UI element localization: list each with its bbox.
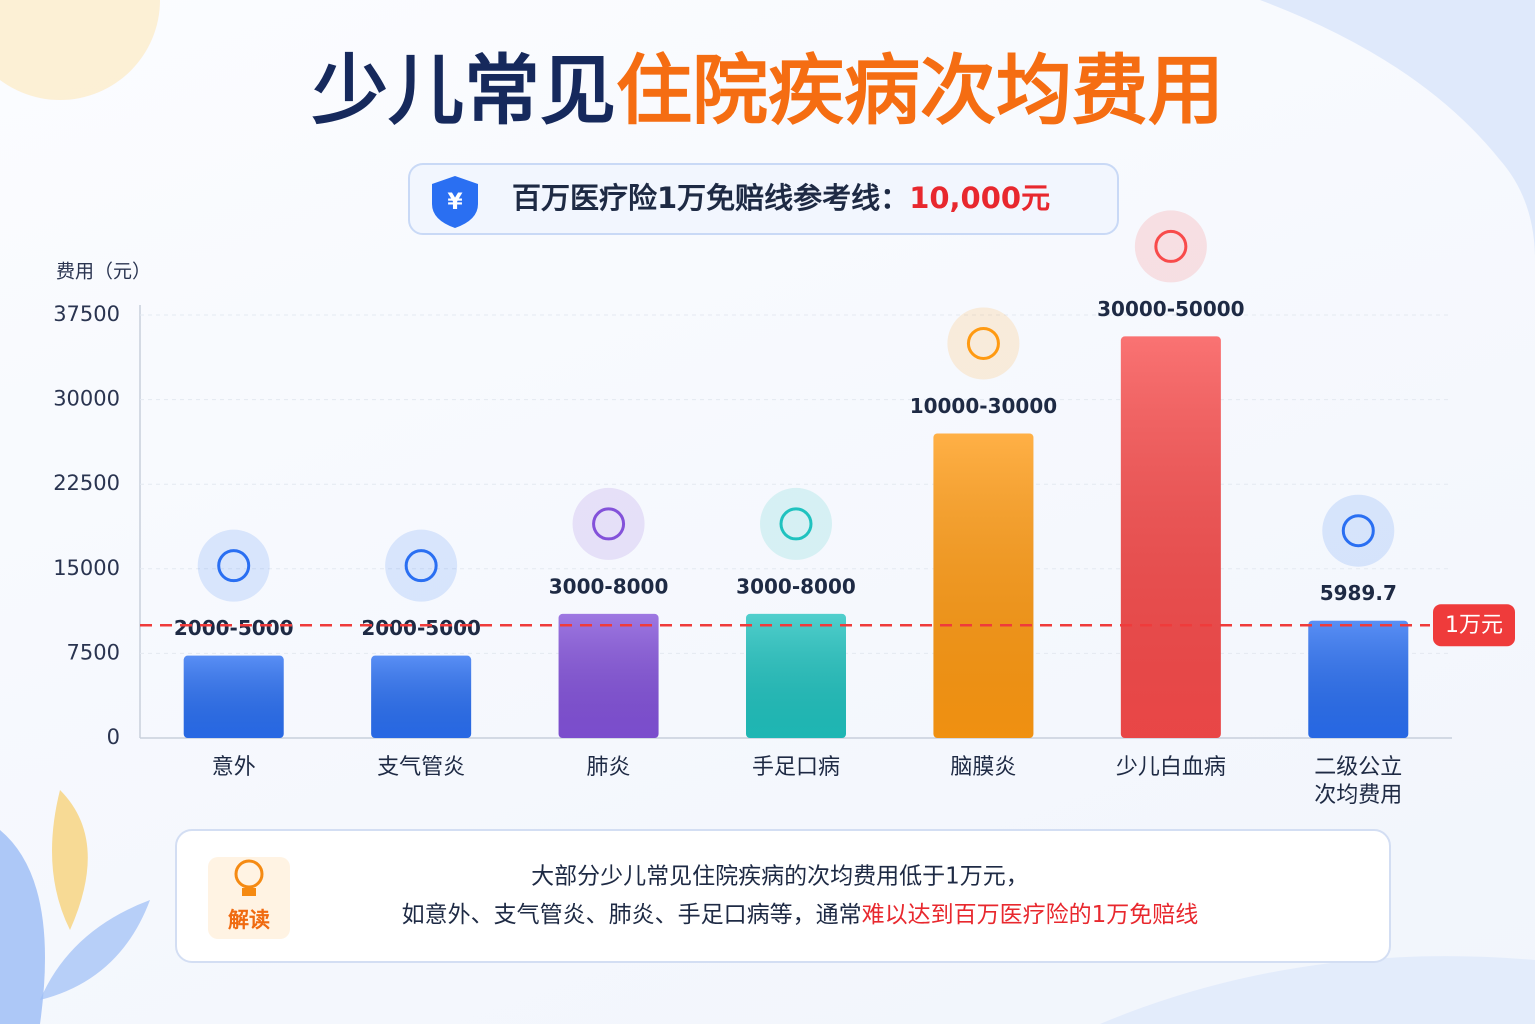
bulb-icon xyxy=(234,859,264,889)
y-tick-label: 0 xyxy=(107,725,120,749)
x-tick-label: 少儿白血病 xyxy=(1115,755,1226,780)
y-tick-label: 15000 xyxy=(53,556,120,580)
bar-label: 30000-50000 xyxy=(1097,297,1244,321)
icon xyxy=(404,549,438,583)
chart-title: 少儿常见住院疾病次均费用 xyxy=(312,46,1224,135)
note-box xyxy=(175,829,1391,963)
bar-shade xyxy=(558,613,659,738)
bar-shade xyxy=(371,655,472,738)
shield-icon xyxy=(432,176,478,228)
subtitle-badge xyxy=(408,163,1119,235)
bar-label: 2000-5000 xyxy=(174,616,294,640)
x-tick-label: 肺炎 xyxy=(586,755,631,780)
x-tick-label: 手足口病 xyxy=(751,755,840,780)
y-tick-label: 30000 xyxy=(53,387,120,411)
note-line: 大部分少儿常见住院疾病的次均费用低于1万元， xyxy=(531,864,1029,890)
y-axis-label: 费用（元） xyxy=(56,261,151,283)
title-part: 住院疾病次均费用 xyxy=(616,46,1224,135)
bar-shade xyxy=(746,613,846,738)
bar-shade xyxy=(1308,620,1409,738)
icon-glyph: ¥ xyxy=(447,190,463,215)
note-highlight: 难以达到百万医疗险的1万免赔线 xyxy=(862,902,1199,928)
icon-bg xyxy=(1134,210,1207,283)
decoration xyxy=(52,790,88,930)
subtitle: 百万医疗险1万免赔线参考线：10,000元 xyxy=(512,181,1050,215)
decoration xyxy=(40,900,150,1000)
icon xyxy=(966,326,1000,360)
icon-bg xyxy=(1322,494,1395,567)
note-badge-text: 解读 xyxy=(228,908,270,932)
subtitle-text: 百万医疗险1万免赔线参考线： xyxy=(512,181,909,215)
y-tick-label: 7500 xyxy=(67,640,120,664)
subtitle-highlight: 10,000元 xyxy=(909,181,1050,215)
note-text: 如意外、支气管炎、肺炎、手足口病等，通常 xyxy=(402,902,862,928)
x-tick-label: 支气管炎 xyxy=(377,755,466,780)
icon-bg xyxy=(197,529,270,602)
y-tick-label: 37500 xyxy=(53,302,120,326)
bar-shade xyxy=(933,433,1034,738)
icon xyxy=(592,507,626,541)
icon xyxy=(1341,514,1375,548)
decoration xyxy=(1100,956,1535,1024)
icon-bg xyxy=(947,307,1020,380)
bar-label: 2000-5000 xyxy=(361,616,481,640)
bulb-icon xyxy=(242,888,256,896)
bar-label: 3000-8000 xyxy=(549,574,669,598)
title-part: 少儿常见 xyxy=(312,46,616,135)
bar-shade xyxy=(183,655,284,738)
note-badge xyxy=(208,857,290,939)
decoration xyxy=(0,0,160,100)
icon-bg xyxy=(385,529,458,602)
bar-label: 10000-30000 xyxy=(910,394,1057,418)
icon xyxy=(1154,229,1188,263)
x-tick-label: 意外 xyxy=(211,755,256,780)
note-line: 如意外、支气管炎、肺炎、手足口病等，通常难以达到百万医疗险的1万免赔线 xyxy=(402,902,1199,928)
bar-shade xyxy=(1120,336,1221,738)
x-tick-label: 二级公立 次均费用 xyxy=(1314,755,1403,808)
icon-bg xyxy=(760,487,832,560)
icon-bg xyxy=(572,487,645,560)
decoration xyxy=(1260,0,1535,260)
x-tick-label: 脑膜炎 xyxy=(950,755,1017,780)
reference-badge xyxy=(1433,604,1515,647)
bar-label: 3000-8000 xyxy=(736,574,856,598)
reference-label: 1万元 xyxy=(1445,613,1503,638)
icon xyxy=(779,507,813,541)
decoration xyxy=(0,830,45,1024)
icon xyxy=(217,549,251,583)
y-tick-label: 22500 xyxy=(53,471,120,495)
bar-label: 5989.7 xyxy=(1320,581,1397,605)
